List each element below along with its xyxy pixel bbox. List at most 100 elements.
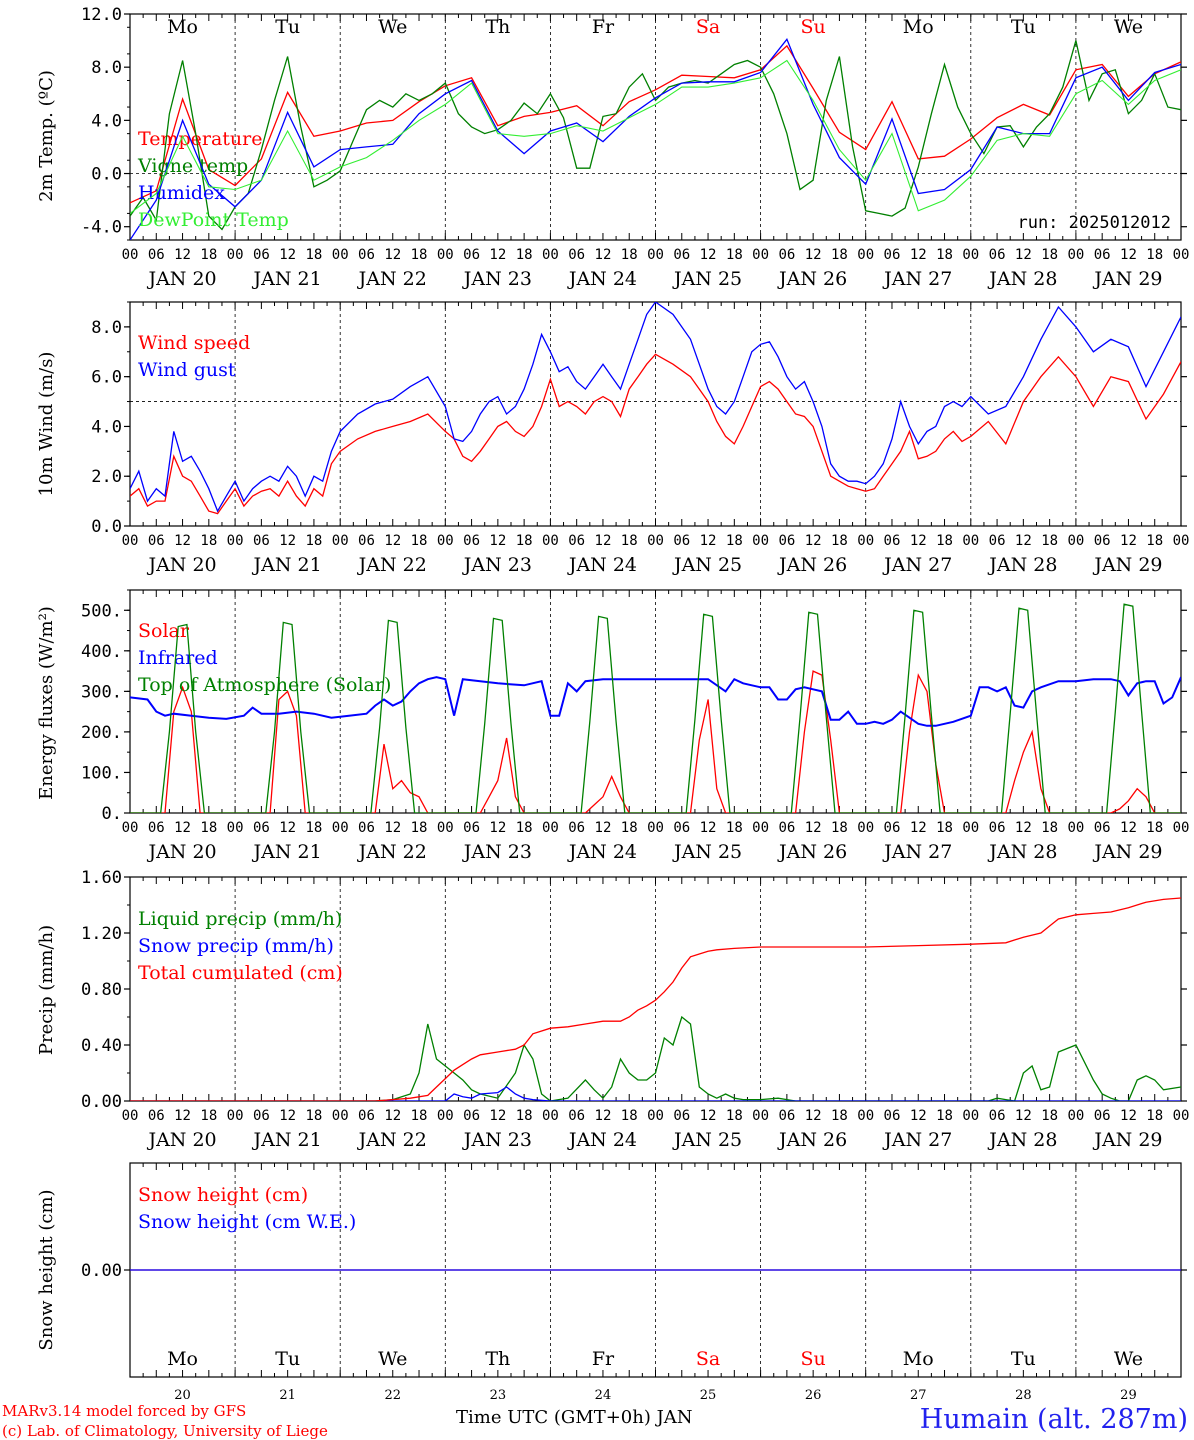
y-axis-label: 2m Temp. (ºC)	[36, 70, 57, 202]
legend-entry: Wind gust	[138, 359, 236, 381]
hour-tick-label: 12	[1015, 533, 1032, 549]
hour-tick-label: 18	[936, 533, 953, 549]
date-label: JAN 20	[146, 841, 216, 863]
hour-tick-label: 12	[489, 1108, 506, 1124]
weekday-label: Fr	[592, 1348, 615, 1370]
hour-tick-label: 18	[305, 247, 322, 263]
y-axis-label: 10m Wind (m/s)	[36, 352, 57, 497]
hour-tick-label: 06	[778, 820, 795, 836]
hour-tick-label: 00	[962, 1108, 979, 1124]
weekday-label: Mo	[903, 1348, 934, 1370]
date-label: JAN 28	[987, 841, 1057, 863]
hour-tick-label: 00	[857, 820, 874, 836]
hour-tick-label: 06	[148, 533, 165, 549]
hour-tick-label: 00	[332, 247, 349, 263]
legend-entry: DewPoint Temp	[138, 209, 289, 231]
series-line-dewpoint-temp	[130, 59, 1181, 214]
y-tick-label: 0.80	[81, 980, 122, 1000]
hour-tick-label: 12	[805, 820, 822, 836]
hour-tick-label: 18	[831, 1108, 848, 1124]
legend-entry: Infrared	[138, 647, 218, 669]
hour-tick-label: 00	[437, 247, 454, 263]
date-label: JAN 29	[1092, 268, 1162, 290]
hour-tick-label: 06	[884, 820, 901, 836]
hour-tick-label: 18	[831, 820, 848, 836]
hour-tick-label: 06	[884, 1108, 901, 1124]
date-label: JAN 27	[882, 268, 952, 290]
hour-tick-label: 18	[621, 533, 638, 549]
hour-tick-label: 18	[621, 247, 638, 263]
weekday-label: Tu	[275, 1348, 300, 1370]
y-tick-label: 100.	[81, 763, 122, 783]
time-axis-title: Time UTC (GMT+0h) JAN	[456, 1407, 693, 1428]
hour-tick-label: 18	[621, 1108, 638, 1124]
date-label: JAN 21	[252, 1129, 322, 1151]
hour-tick-label: 00	[647, 820, 664, 836]
hour-tick-label: 06	[673, 1108, 690, 1124]
series-line-infrared	[130, 676, 1181, 727]
date-label: JAN 21	[252, 841, 322, 863]
hour-tick-label: 06	[1094, 820, 1111, 836]
date-label: JAN 23	[462, 268, 532, 290]
hour-tick-label: 18	[411, 247, 428, 263]
hour-tick-label: 12	[279, 247, 296, 263]
hour-tick-label: 06	[463, 533, 480, 549]
hour-tick-label: 00	[752, 247, 769, 263]
hour-tick-label: 00	[857, 1108, 874, 1124]
hour-tick-label: 06	[253, 247, 270, 263]
date-label: JAN 23	[462, 841, 532, 863]
hour-tick-label: 00	[1067, 1108, 1084, 1124]
hour-tick-label: 06	[989, 820, 1006, 836]
y-axis-label: Precip (mm/h)	[36, 925, 57, 1055]
hour-tick-label: 12	[805, 533, 822, 549]
hour-tick-label: 18	[200, 820, 217, 836]
date-label: JAN 20	[146, 554, 216, 576]
hour-tick-label: 18	[411, 820, 428, 836]
day-number-label: 21	[279, 1388, 296, 1403]
weekday-label: Th	[485, 1348, 510, 1370]
hour-tick-label: 18	[411, 533, 428, 549]
weekday-label: We	[1114, 16, 1143, 38]
y-tick-label: 0.40	[81, 1036, 122, 1056]
hour-tick-label: 00	[227, 247, 244, 263]
day-number-label: 22	[384, 1388, 401, 1403]
y-tick-label: 1.60	[81, 868, 122, 888]
hour-tick-label: 00	[647, 1108, 664, 1124]
hour-tick-label: 06	[673, 820, 690, 836]
weekday-label: Mo	[903, 16, 934, 38]
hour-tick-label: 06	[778, 1108, 795, 1124]
hour-tick-label: 18	[516, 1108, 533, 1124]
hour-tick-label: 12	[279, 1108, 296, 1124]
hour-tick-label: 12	[489, 247, 506, 263]
hour-tick-label: 12	[1015, 247, 1032, 263]
hour-tick-label: 12	[805, 1108, 822, 1124]
hour-tick-label: 00	[752, 820, 769, 836]
y-tick-label: 0.	[102, 804, 122, 824]
hour-tick-label: 12	[910, 533, 927, 549]
hour-tick-label: 18	[516, 533, 533, 549]
hour-tick-label: 12	[174, 820, 191, 836]
y-tick-label: -4.0	[81, 218, 122, 238]
hour-tick-label: 12	[910, 1108, 927, 1124]
hour-tick-label: 06	[358, 1108, 375, 1124]
weekday-label: Fr	[592, 16, 615, 38]
hour-tick-label: 12	[174, 1108, 191, 1124]
hour-tick-label: 12	[595, 247, 612, 263]
date-label: JAN 26	[777, 841, 847, 863]
weekday-label: We	[378, 1348, 407, 1370]
hour-tick-label: 00	[332, 533, 349, 549]
day-number-label: 27	[910, 1388, 927, 1403]
hour-tick-label: 18	[305, 1108, 322, 1124]
series-line-snow-precip-mm-h	[130, 1086, 1181, 1101]
hour-tick-label: 06	[358, 533, 375, 549]
hour-tick-label: 06	[884, 247, 901, 263]
hour-tick-label: 00	[227, 1108, 244, 1124]
y-tick-label: 500.	[81, 601, 122, 621]
hour-tick-label: 12	[1120, 820, 1137, 836]
hour-tick-label: 18	[200, 1108, 217, 1124]
hour-tick-label: 18	[936, 247, 953, 263]
weekday-label: Th	[485, 16, 510, 38]
hour-tick-label: 06	[778, 533, 795, 549]
hour-tick-label: 12	[805, 247, 822, 263]
hour-tick-label: 00	[1067, 533, 1084, 549]
